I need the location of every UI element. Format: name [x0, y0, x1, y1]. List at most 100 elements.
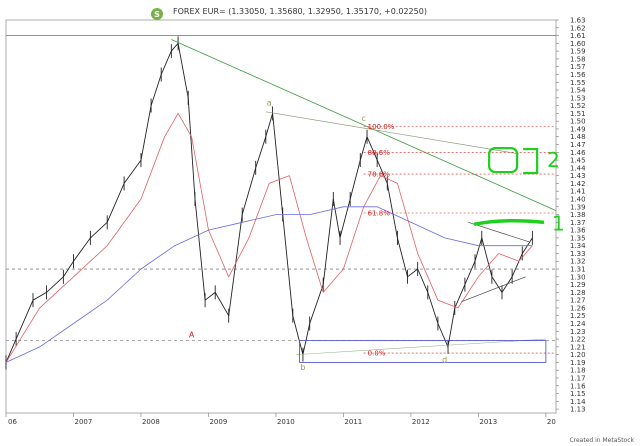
horizontal-levels [6, 35, 556, 341]
y-tick-label: 1.49 [570, 125, 586, 133]
fib-label: 0.0% [368, 350, 386, 358]
y-tick-label: 1.22 [570, 336, 586, 344]
y-tick-label: 1.28 [570, 289, 586, 297]
y-tick-label: 1.58 [570, 55, 586, 63]
y-tick-label: 1.51 [570, 110, 586, 118]
x-tick-label: 2009 [209, 418, 227, 426]
hand-number: 1 [552, 211, 565, 235]
y-tick-label: 1.25 [570, 312, 586, 320]
chart-frame [5, 19, 557, 414]
range-box [299, 340, 547, 363]
trendline-upper-channel [468, 222, 530, 243]
y-tick-label: 1.46 [570, 149, 586, 157]
trendline-downtrend [171, 39, 557, 212]
x-tick-label: 20 [547, 418, 556, 426]
x-axis: 06 2007 2008 2009 2010 2011 2012 2013 20 [5, 413, 556, 426]
x-tick-label: 2012 [412, 418, 430, 426]
y-tick-label: 1.62 [570, 24, 586, 32]
badge-letter: S [154, 10, 160, 19]
y-tick-label: 1.30 [570, 273, 586, 281]
y-tick-label: 1.60 [570, 40, 586, 48]
x-tick-label: 2013 [479, 418, 497, 426]
y-tick-label: 1.56 [570, 71, 586, 79]
fib-label: 100.0% [368, 123, 395, 131]
y-tick-label: 1.20 [570, 351, 586, 359]
y-tick-label: 1.32 [570, 258, 586, 266]
y-tick-label: 1.39 [570, 203, 586, 211]
wave-labels: a c Ab d 2 1 [189, 99, 565, 373]
y-tick-label: 1.21 [570, 343, 586, 351]
wave-label-a: a [267, 99, 272, 108]
y-tick-label: 1.55 [570, 79, 586, 87]
y-tick-label: 1.31 [570, 266, 586, 274]
wave-label-b: b [300, 363, 305, 372]
handwritten-mark-1: 1 [473, 211, 565, 235]
y-tick-label: 1.36 [570, 227, 586, 235]
trendline-wave-top [265, 111, 519, 155]
x-tick-label: 2008 [142, 418, 160, 426]
y-tick-label: 1.16 [570, 382, 586, 390]
fib-label: 78.6% [368, 171, 391, 179]
y-tick-label: 1.41 [570, 188, 586, 196]
y-tick-label: 1.29 [570, 281, 586, 289]
y-tick-label: 1.13 [570, 406, 586, 414]
y-tick-label: 1.57 [570, 63, 586, 71]
y-tick-label: 1.18 [570, 367, 586, 375]
trendline-bottom-rising [296, 338, 546, 355]
y-tick-label: 1.59 [570, 48, 586, 56]
y-tick-label: 1.61 [570, 32, 586, 40]
fib-label: 61.8% [368, 209, 391, 217]
series-ma_fast [5, 113, 533, 363]
badge-icon [151, 8, 163, 20]
hand-underline [473, 219, 545, 227]
chart-header-title: FOREX EUR= (1.33050, 1.35680, 1.32950, 1… [173, 7, 427, 16]
series-ma_slow [5, 206, 533, 363]
y-tick-label: 1.17 [570, 374, 586, 382]
y-tick-label: 1.15 [570, 390, 586, 398]
y-tick-label: 1.63 [570, 17, 586, 25]
series-layer [5, 36, 533, 370]
y-tick-label: 1.27 [570, 297, 586, 305]
credit-text: Created in MetaStock [569, 437, 634, 444]
y-tick-label: 1.14 [570, 398, 586, 406]
plot-border [5, 19, 557, 414]
trendlines [171, 39, 557, 363]
x-tick-label: 2010 [277, 418, 295, 426]
hand-number: 2 [547, 148, 560, 172]
y-tick-label: 1.50 [570, 118, 586, 126]
chart-header: S FOREX EUR= (1.33050, 1.35680, 1.32950,… [151, 7, 427, 20]
y-tick-label: 1.52 [570, 102, 586, 110]
y-tick-label: 1.19 [570, 359, 586, 367]
y-tick-label: 1.40 [570, 195, 586, 203]
y-tick-label: 1.24 [570, 320, 586, 328]
wave-label-d: d [442, 355, 447, 364]
trendline-lower-channel [461, 276, 526, 303]
y-tick-label: 1.42 [570, 180, 586, 188]
wave-label-c: c [361, 114, 365, 123]
y-tick-label: 1.44 [570, 164, 586, 172]
wave-label-A: A [189, 331, 195, 340]
x-tick-label: 06 [8, 418, 17, 426]
y-tick-label: 1.45 [570, 157, 586, 165]
y-tick-label: 1.35 [570, 234, 586, 242]
fibonacci-levels: 100.0% 88.6% 78.6% 61.8% 0.0% [363, 123, 556, 358]
y-tick-label: 1.33 [570, 250, 586, 258]
y-tick-label: 1.26 [570, 304, 586, 312]
y-tick-label: 1.54 [570, 87, 586, 95]
y-tick-label: 1.47 [570, 141, 586, 149]
x-tick-label: 2007 [74, 418, 92, 426]
y-axis: 1.631.621.611.601.591.581.571.561.551.54… [556, 17, 586, 414]
x-tick-label: 2011 [344, 418, 362, 426]
y-tick-label: 1.48 [570, 133, 586, 141]
series-price [5, 42, 533, 363]
y-tick-label: 1.34 [570, 242, 586, 250]
y-tick-label: 1.38 [570, 211, 586, 219]
handwritten-mark-2: 2 [488, 146, 560, 175]
y-tick-label: 1.43 [570, 172, 586, 180]
y-tick-label: 1.23 [570, 328, 586, 336]
y-tick-label: 1.37 [570, 219, 586, 227]
y-tick-label: 1.53 [570, 94, 586, 102]
hand-bracket-left [488, 146, 519, 174]
hand-bracket-right [523, 147, 539, 175]
